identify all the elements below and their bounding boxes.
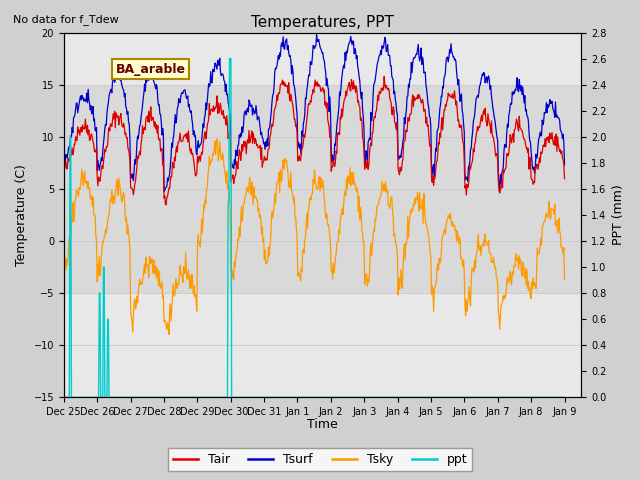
Bar — [64, 84, 581, 293]
Title: Temperatures, PPT: Temperatures, PPT — [251, 15, 394, 30]
Text: BA_arable: BA_arable — [116, 63, 186, 76]
Text: No data for f_Tdew: No data for f_Tdew — [13, 14, 118, 25]
Y-axis label: Temperature (C): Temperature (C) — [15, 164, 28, 266]
X-axis label: Time: Time — [307, 419, 338, 432]
Legend: Tair, Tsurf, Tsky, ppt: Tair, Tsurf, Tsky, ppt — [168, 448, 472, 471]
Y-axis label: PPT (mm): PPT (mm) — [612, 184, 625, 245]
